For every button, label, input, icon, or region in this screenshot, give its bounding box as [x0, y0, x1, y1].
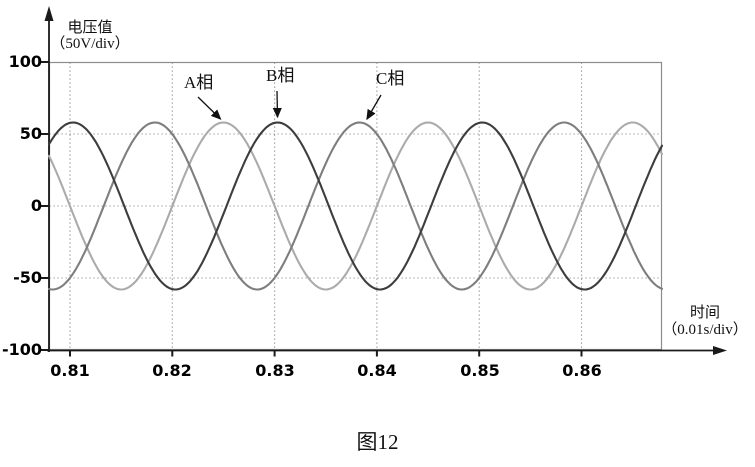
x-tick-label-083: 0.83: [255, 361, 295, 380]
phase-a-arrow: [197, 96, 222, 120]
y-axis-title: 电压值 （50V/div）: [44, 20, 136, 52]
x-axis-arrowhead: [713, 346, 727, 355]
x-tick-label-085: 0.85: [460, 361, 500, 380]
y-axis-title-line1: 电压值: [67, 20, 113, 36]
x-tick-label-084: 0.84: [357, 361, 397, 380]
y-tick-label-100: 100: [8, 52, 42, 71]
x-tick-label-086: 0.86: [562, 361, 602, 380]
y-tick-label-50: 50: [19, 124, 42, 143]
x-axis-title-line1: 时间: [689, 305, 720, 321]
y-axis-title-line2: （50V/div）: [50, 36, 130, 52]
y-axis-arrowhead: [44, 6, 54, 21]
phase-c-arrow: [366, 94, 382, 121]
figure-caption: 图12: [356, 430, 399, 454]
phase-c-label: C相: [376, 69, 405, 88]
waveform-A相: [47, 121, 664, 291]
y-tick-label-neg100: -100: [2, 340, 43, 359]
y-tick-label-neg50: -50: [13, 268, 42, 287]
phase-a-label: A相: [184, 73, 214, 92]
waveform-C相: [47, 121, 664, 291]
x-axis-title: 时间 （0.01s/div）: [656, 305, 754, 339]
waveform-B相: [47, 121, 664, 291]
y-tick-label-0: 0: [30, 196, 42, 215]
phase-b-label: B相: [266, 66, 295, 85]
x-tick-label-081: 0.81: [50, 361, 90, 380]
x-tick-label-082: 0.82: [152, 361, 192, 380]
x-axis-title-line2: （0.01s/div）: [662, 322, 748, 338]
phase-b-arrow: [272, 90, 282, 119]
